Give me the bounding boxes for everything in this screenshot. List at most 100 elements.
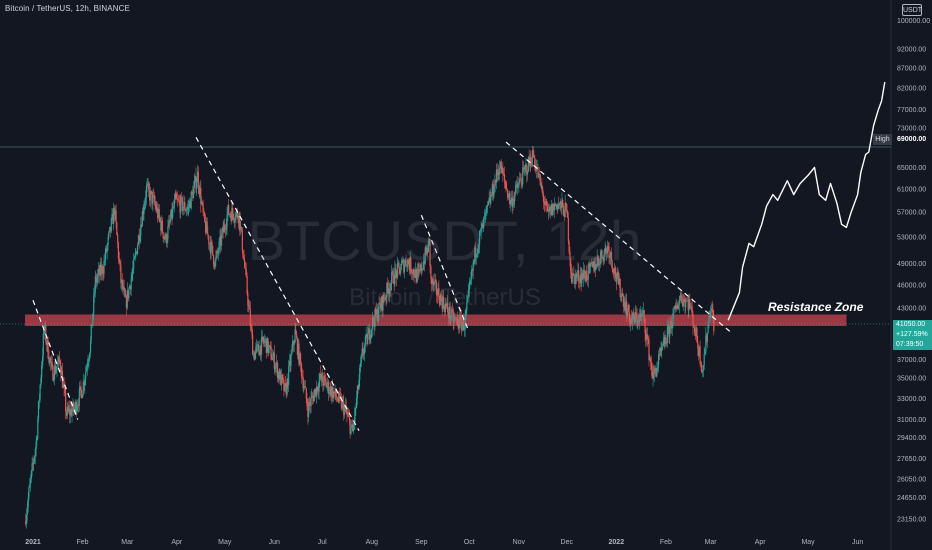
candle <box>601 249 603 265</box>
candle-body <box>380 297 382 309</box>
candle-body <box>293 342 295 345</box>
resistance-zone-label[interactable]: Resistance Zone <box>768 300 864 314</box>
candle <box>331 386 333 404</box>
candle-body <box>55 369 57 373</box>
candle <box>119 260 121 272</box>
candle <box>657 361 659 372</box>
candle-body <box>33 456 36 462</box>
candle <box>300 361 303 384</box>
candle <box>196 177 198 196</box>
candle <box>276 360 279 383</box>
candle <box>171 201 173 226</box>
candle-body <box>615 277 617 282</box>
candle <box>116 221 118 235</box>
candle <box>316 386 319 395</box>
candle <box>638 313 640 327</box>
candle-body <box>65 393 67 412</box>
currency-button[interactable]: USDT <box>902 4 922 16</box>
candle-body <box>126 290 128 308</box>
candle <box>168 214 171 230</box>
candle <box>495 163 498 190</box>
candle-body <box>304 386 306 388</box>
candle <box>448 302 450 325</box>
candle <box>391 264 393 291</box>
candle-body <box>414 274 416 278</box>
candle <box>406 265 408 272</box>
candle <box>423 253 425 271</box>
candle <box>624 297 626 314</box>
symbol-header[interactable]: Bitcoin / TetherUS, 12h, BINANCE <box>5 4 130 13</box>
candle-body <box>307 406 309 418</box>
candle <box>483 209 485 227</box>
candle <box>361 342 363 358</box>
candle <box>270 341 272 361</box>
candle <box>347 406 349 418</box>
candle-body <box>77 404 79 408</box>
candle <box>101 257 103 281</box>
candle <box>669 325 671 345</box>
candle-body <box>93 294 95 314</box>
candle <box>188 199 190 216</box>
candle <box>299 351 302 372</box>
candle <box>713 310 715 336</box>
candle <box>526 170 529 181</box>
candle-body <box>403 259 405 273</box>
candle <box>455 316 457 321</box>
candle <box>641 309 643 326</box>
candle-body <box>455 318 457 320</box>
candle-body <box>249 309 251 326</box>
candle <box>403 259 406 279</box>
candle-body <box>449 306 451 320</box>
candle <box>174 191 176 200</box>
candle <box>483 216 485 232</box>
candle-body <box>296 338 298 356</box>
candle-body <box>505 184 507 189</box>
candle-body <box>119 261 121 266</box>
candle-body <box>542 194 545 202</box>
candle-body <box>470 279 472 282</box>
candle-body <box>613 272 615 274</box>
y-tick-label: 87000.00 <box>897 66 926 73</box>
candle-body <box>140 224 142 236</box>
candle <box>332 386 335 403</box>
candle-body <box>339 392 341 396</box>
candle <box>526 163 528 183</box>
candle <box>550 200 553 216</box>
candle-body <box>627 304 629 311</box>
candle-body <box>81 390 83 399</box>
candle <box>706 332 709 349</box>
candle <box>540 182 542 189</box>
candle-body <box>491 194 493 196</box>
candle-body <box>469 281 471 285</box>
candle <box>256 339 258 354</box>
candle <box>636 308 638 329</box>
candle <box>351 419 353 428</box>
candle-body <box>385 297 387 299</box>
candle <box>381 295 383 316</box>
candle <box>687 296 689 319</box>
candle <box>446 298 448 310</box>
candle <box>375 302 378 319</box>
candle <box>271 353 273 361</box>
candle-body <box>345 405 347 413</box>
candle-body <box>41 355 44 366</box>
candle-body <box>177 199 180 201</box>
candle <box>510 190 513 207</box>
candle <box>631 312 633 330</box>
candle-body <box>383 299 386 301</box>
candle-body <box>649 358 651 360</box>
candle <box>649 354 651 362</box>
candle <box>89 352 91 361</box>
candle-body <box>458 326 460 328</box>
candle <box>296 331 298 340</box>
candle <box>142 204 144 221</box>
candle <box>523 164 525 176</box>
candle <box>374 307 376 331</box>
candle <box>566 203 568 214</box>
resistance-zone[interactable] <box>25 314 847 326</box>
candle <box>287 378 289 389</box>
candle-body <box>431 277 433 284</box>
candle-body <box>516 184 518 188</box>
candle-body <box>172 207 174 218</box>
